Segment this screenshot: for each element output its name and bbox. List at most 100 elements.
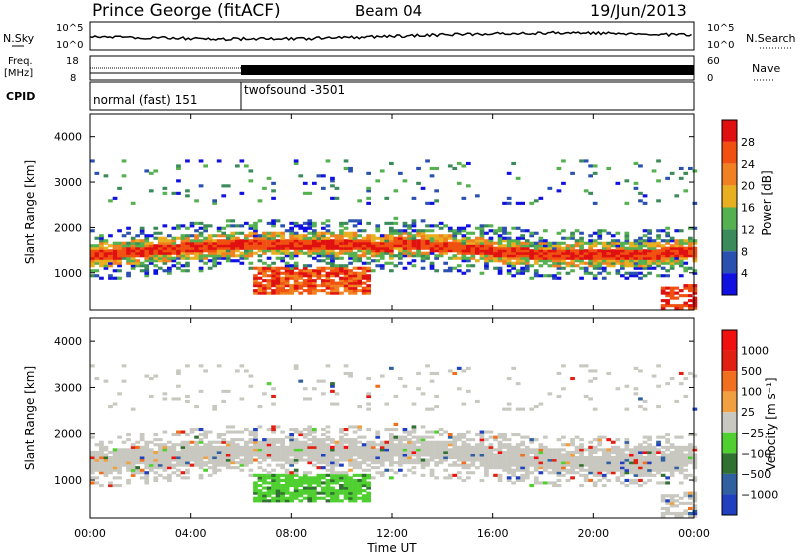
velocity-cell <box>344 364 349 367</box>
velocity-cell <box>570 377 575 380</box>
x-axis-label: Time UT <box>366 541 417 554</box>
velocity-cell <box>108 456 113 459</box>
power-cell <box>661 229 666 232</box>
power-cell <box>588 164 593 167</box>
power-cell <box>412 197 417 200</box>
power-cell <box>625 232 630 235</box>
power-cell <box>221 194 226 197</box>
velocity-cell <box>403 428 408 431</box>
power-cell <box>122 159 127 162</box>
velocity-cell <box>548 471 553 474</box>
velocity-cell <box>561 443 566 446</box>
power-cell <box>557 189 562 192</box>
velocity-cell <box>688 443 693 446</box>
power-cell <box>144 169 149 172</box>
velocity-cell <box>330 487 335 490</box>
power-cell <box>566 244 571 247</box>
velocity-cell <box>262 469 267 472</box>
velocity-cell <box>267 499 272 502</box>
power-cell <box>643 249 648 252</box>
velocity-cell <box>584 469 589 472</box>
velocity-cell <box>253 459 258 462</box>
velocity-cell <box>321 487 326 490</box>
velocity-cell <box>643 441 648 444</box>
power-cell <box>140 227 145 230</box>
power-cell <box>335 234 340 237</box>
power-cell <box>443 234 448 237</box>
colorbar-swatch <box>722 273 737 295</box>
colorbar-tick-label: 1000 <box>741 345 769 358</box>
power-cell <box>95 237 100 240</box>
velocity-cell <box>575 471 580 474</box>
power-cell <box>575 229 580 232</box>
velocity-cell <box>529 484 534 487</box>
velocity-cell <box>529 471 534 474</box>
velocity-cell <box>330 438 335 441</box>
velocity-cell <box>303 397 308 400</box>
velocity-cell <box>108 441 113 444</box>
velocity-cell <box>679 497 684 500</box>
velocity-cell <box>298 489 303 492</box>
power-cell <box>489 237 494 240</box>
velocity-cell <box>339 464 344 467</box>
velocity-cell <box>317 466 322 469</box>
velocity-cell <box>652 375 657 378</box>
power-cell <box>144 234 149 237</box>
velocity-cell <box>674 436 679 439</box>
velocity-cell <box>643 481 648 484</box>
velocity-cell <box>507 476 512 479</box>
power-cell <box>566 262 571 265</box>
freq-label-2: [MHz] <box>4 68 33 79</box>
power-cell <box>357 272 362 275</box>
velocity-cell <box>466 438 471 441</box>
velocity-cell <box>366 408 371 411</box>
velocity-cell <box>416 372 421 375</box>
power-cell <box>117 242 122 245</box>
velocity-y-label: Slant Range [km] <box>23 366 37 470</box>
velocity-cell <box>126 438 131 441</box>
velocity-cell <box>203 443 208 446</box>
velocity-cell <box>190 464 195 467</box>
velocity-cell <box>552 481 557 484</box>
velocity-cell <box>244 428 249 431</box>
velocity-cell <box>403 443 408 446</box>
velocity-cell <box>95 443 100 446</box>
power-cell <box>643 194 648 197</box>
power-cell <box>462 164 467 167</box>
velocity-cell <box>190 441 195 444</box>
velocity-cell <box>421 474 426 477</box>
velocity-cell <box>375 385 380 388</box>
velocity-cell <box>693 504 698 507</box>
velocity-cell <box>366 474 371 477</box>
velocity-cell <box>430 408 435 411</box>
velocity-cell <box>507 408 512 411</box>
power-cell <box>339 292 344 295</box>
velocity-cell <box>403 436 408 439</box>
power-cell <box>90 244 95 247</box>
velocity-cell <box>267 487 272 490</box>
velocity-cell <box>670 377 675 380</box>
power-cell <box>557 232 562 235</box>
velocity-cell <box>688 474 693 477</box>
power-cell <box>203 237 208 240</box>
power-cell <box>457 227 462 230</box>
velocity-cell <box>258 405 263 408</box>
power-cell <box>294 262 299 265</box>
velocity-cell <box>176 431 181 434</box>
velocity-cell <box>484 438 489 441</box>
velocity-cell <box>443 441 448 444</box>
power-cell <box>430 229 435 232</box>
velocity-cell <box>647 443 652 446</box>
power-cell <box>557 242 562 245</box>
velocity-cell <box>688 492 693 495</box>
velocity-cell <box>475 443 480 446</box>
velocity-cell <box>113 448 118 451</box>
velocity-cell <box>208 466 213 469</box>
velocity-cell <box>312 464 317 467</box>
velocity-cell <box>262 392 267 395</box>
velocity-cell <box>357 441 362 444</box>
velocity-cell <box>452 436 457 439</box>
power-cell <box>253 267 258 270</box>
velocity-cell <box>353 425 358 428</box>
velocity-cell <box>149 395 154 398</box>
